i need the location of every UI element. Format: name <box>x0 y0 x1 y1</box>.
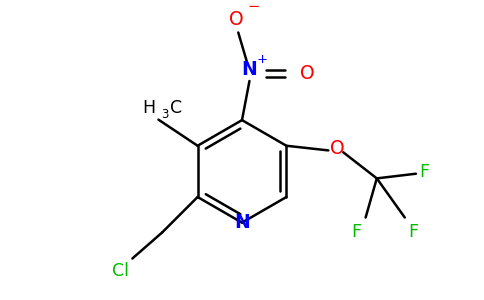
Text: O: O <box>300 64 315 83</box>
Text: Cl: Cl <box>112 262 129 280</box>
Text: O: O <box>229 10 244 29</box>
Text: H: H <box>143 99 156 117</box>
Text: O: O <box>330 139 345 158</box>
Text: N: N <box>234 213 250 232</box>
Text: F: F <box>420 163 430 181</box>
Text: −: − <box>247 0 259 14</box>
Text: N: N <box>242 60 257 79</box>
Text: +: + <box>257 53 268 66</box>
Text: F: F <box>408 223 419 241</box>
Text: F: F <box>351 223 361 241</box>
Text: C: C <box>170 99 182 117</box>
Text: 3: 3 <box>161 108 168 121</box>
